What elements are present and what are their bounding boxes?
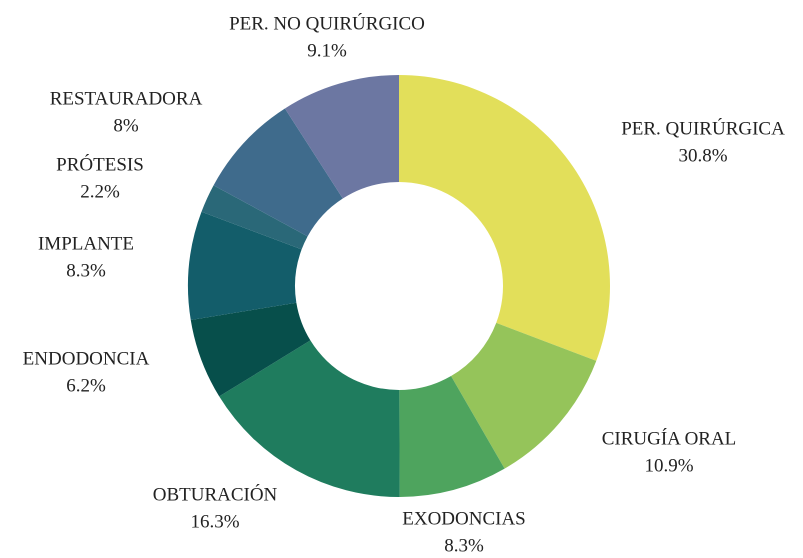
- donut-slice: [399, 376, 505, 497]
- donut-slice: [201, 185, 308, 250]
- slice-value-label: 8.3%: [66, 260, 106, 281]
- slice-label: IMPLANTE: [38, 233, 134, 254]
- donut-slice: [451, 322, 597, 469]
- slice-value-label: 10.9%: [644, 455, 693, 476]
- slice-label: RESTAURADORA: [50, 88, 203, 109]
- slice-value-label: 6.2%: [66, 375, 106, 396]
- slice-label: ENDODONCIA: [23, 348, 150, 369]
- slice-value-label: 16.3%: [190, 511, 239, 532]
- donut-slice: [399, 75, 611, 361]
- slice-value-label: 8%: [113, 115, 139, 136]
- donut-slice: [188, 211, 302, 320]
- donut-slice: [284, 75, 399, 199]
- donut-slice: [219, 340, 400, 497]
- slice-value-label: 30.8%: [678, 145, 727, 166]
- slice-value-label: 9.1%: [307, 40, 347, 61]
- slice-value-label: 8.3%: [444, 535, 484, 556]
- slice-label: PER. NO QUIRÚRGICO: [229, 12, 425, 34]
- slice-label: OBTURACIÓN: [153, 483, 278, 505]
- donut-slice: [213, 108, 343, 237]
- slice-label: PER. QUIRÚRGICA: [621, 117, 785, 139]
- slice-value-label: 2.2%: [80, 181, 120, 202]
- donut-slice: [190, 302, 311, 397]
- slice-label: EXODONCIAS: [402, 508, 526, 529]
- slice-label: CIRUGÍA ORAL: [602, 427, 737, 449]
- slice-label: PRÓTESIS: [56, 153, 144, 175]
